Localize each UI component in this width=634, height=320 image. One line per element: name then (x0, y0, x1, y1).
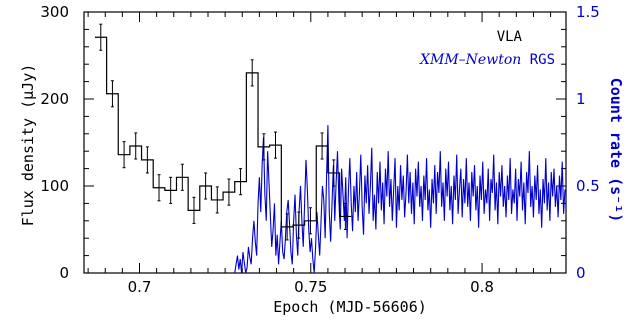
legend-xmm: XMM–Newton RGS (419, 52, 555, 68)
x-tick-label: 0.8 (470, 278, 494, 296)
y-left-tick-label: 300 (40, 3, 69, 21)
vla-series-group (94, 23, 352, 241)
ticks-group (84, 11, 566, 274)
xmm-series-group (234, 125, 566, 273)
y-right-tick-label: 0 (576, 264, 586, 282)
tick-labels-group: 0.7 0.75 0.8 0 100 200 300 0 0.5 1 1.5 (40, 3, 600, 296)
x-axis-title: Epoch (MJD-56606) (273, 298, 427, 316)
legend-vla: VLA (497, 29, 523, 45)
plot-frame (83, 11, 567, 274)
y-left-tick-label: 200 (40, 90, 69, 108)
xmm-rgs-line (234, 125, 566, 273)
y-right-tick-label: 1 (576, 90, 586, 108)
y-axis-title-right: Count rate (s⁻¹) (607, 78, 625, 223)
y-axis-title-left: Flux density (μJy) (19, 64, 37, 227)
y-left-tick-label: 100 (40, 177, 69, 195)
y-right-tick-label: 0.5 (576, 177, 600, 195)
legend-xmm-name: XMM–Newton (419, 52, 521, 68)
x-tick-label: 0.75 (294, 278, 327, 296)
vla-step-line (94, 36, 352, 228)
legend-xmm-instrument: RGS (521, 52, 555, 68)
x-tick-label: 0.7 (128, 278, 152, 296)
y-right-tick-label: 1.5 (576, 3, 600, 21)
y-left-tick-label: 0 (59, 264, 69, 282)
